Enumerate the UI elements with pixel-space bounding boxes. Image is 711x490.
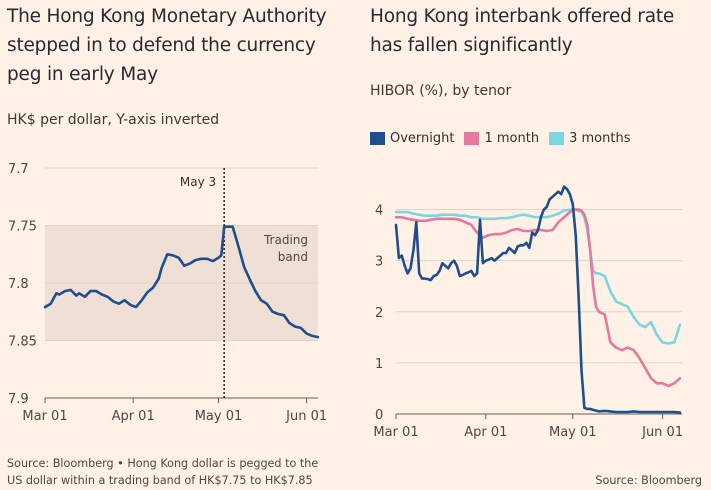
left-chart-subtitle: HK$ per dollar, Y-axis inverted bbox=[7, 112, 220, 128]
legend-swatch-one-month bbox=[464, 132, 480, 145]
y-tick-label: 7.75 bbox=[8, 220, 37, 235]
legend-swatch-three-months bbox=[549, 132, 565, 145]
x-tick-label: Apr 01 bbox=[464, 425, 507, 440]
legend-item-one-month: 1 month bbox=[464, 131, 539, 146]
y-tick-label: 2 bbox=[375, 306, 383, 321]
trading-band-label-line2: band bbox=[278, 250, 308, 264]
y-tick-label: 7.7 bbox=[8, 162, 29, 177]
x-tick-label: Apr 01 bbox=[112, 409, 155, 424]
y-tick-label: 3 bbox=[375, 255, 383, 270]
right-chart-legend: Overnight 1 month 3 months bbox=[370, 131, 640, 146]
y-tick-label: 7.8 bbox=[8, 277, 29, 292]
left-chart-title: The Hong Kong Monetary Authority stepped… bbox=[7, 6, 327, 85]
trading-band-label-line1: Trading bbox=[263, 233, 308, 247]
legend-label-three-months: 3 months bbox=[569, 131, 631, 146]
right-chart-title: Hong Kong interbank offered rate has fal… bbox=[370, 6, 675, 56]
overnight-rate-line bbox=[394, 185, 682, 414]
right-chart-source: Source: Bloomberg bbox=[595, 474, 702, 487]
legend-label-overnight: Overnight bbox=[390, 131, 455, 146]
x-tick-label: Jun 01 bbox=[641, 425, 683, 440]
right-chart-subtitle: HIBOR (%), by tenor bbox=[370, 83, 512, 99]
x-tick-label: Mar 01 bbox=[22, 409, 67, 424]
x-tick-label: May 01 bbox=[195, 409, 243, 424]
three-months-rate-line bbox=[394, 208, 682, 345]
y-tick-label: 7.9 bbox=[8, 392, 29, 407]
may3-annotation-label: May 3 bbox=[180, 175, 216, 189]
legend-item-three-months: 3 months bbox=[549, 131, 630, 146]
legend-item-overnight: Overnight bbox=[370, 131, 454, 146]
y-tick-label: 4 bbox=[375, 204, 383, 219]
x-tick-label: Mar 01 bbox=[373, 425, 418, 440]
y-tick-label: 7.85 bbox=[8, 335, 37, 350]
left-chart-footnote: Source: Bloomberg • Hong Kong dollar is … bbox=[7, 457, 319, 487]
y-tick-label: 1 bbox=[375, 357, 383, 372]
x-tick-label: May 01 bbox=[549, 425, 597, 440]
legend-swatch-overnight bbox=[370, 132, 385, 145]
x-tick-label: Jun 01 bbox=[285, 409, 327, 424]
legend-label-one-month: 1 month bbox=[484, 131, 540, 146]
y-tick-label: 0 bbox=[375, 408, 383, 423]
hkd-rate-line bbox=[43, 225, 320, 339]
one-month-rate-line bbox=[394, 208, 682, 388]
